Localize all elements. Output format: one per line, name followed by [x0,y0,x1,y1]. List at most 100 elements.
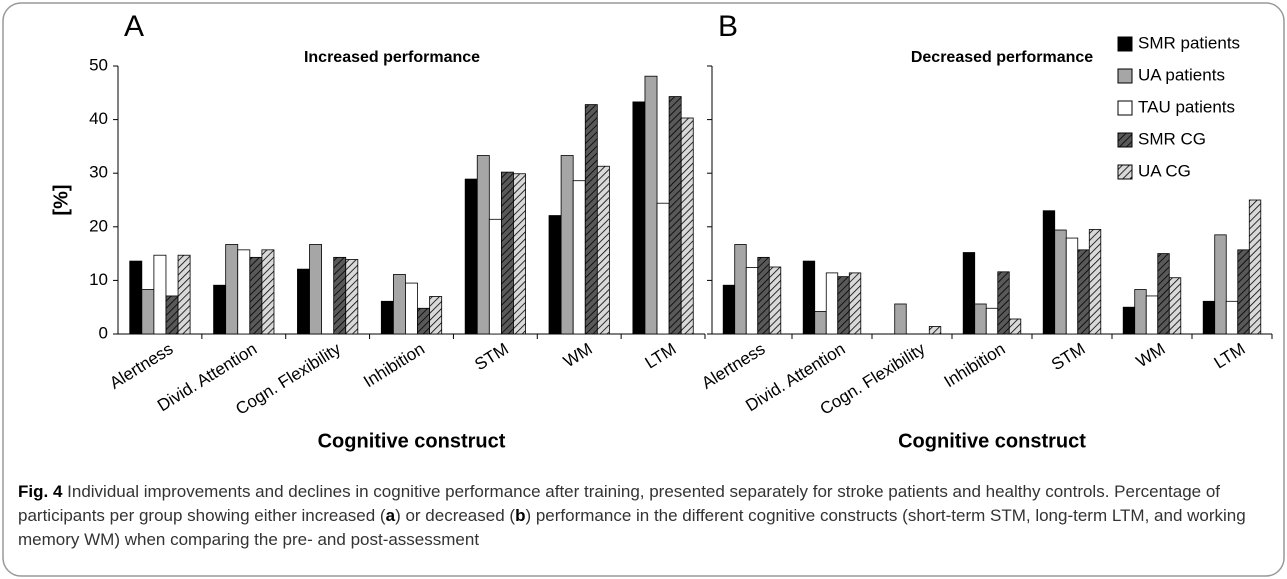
bar [848,272,862,335]
y-axis-label: [%] [50,184,72,215]
bar [1237,249,1250,335]
bar [680,117,694,335]
x-tick-label: Alertness [698,339,768,393]
caption-text: b [515,506,526,525]
bar [129,260,143,335]
legend-swatch [1117,68,1133,84]
bar [380,300,394,335]
x-tick-label: STM [471,339,512,374]
bar [1065,237,1079,335]
x-axis-label: Cognitive construct [898,430,1086,452]
bar [1077,249,1090,335]
bar [333,256,347,335]
y-tick-label: 30 [89,163,108,182]
legend-label: SMR patients [1138,33,1240,52]
bar [837,276,850,335]
x-tick-label: LTM [642,339,680,372]
legend-label: SMR CG [1138,129,1206,148]
chart-title: Increased performance [304,49,480,66]
bar [757,256,770,335]
bar [825,272,839,335]
bar [745,267,759,335]
bar [1088,229,1102,335]
bar [297,268,310,335]
caption-text: Individual improvements and declines in … [18,482,1221,525]
bar [1157,253,1170,335]
bar [1214,234,1227,335]
caption-label: Fig. 4 [18,482,63,501]
bar [997,271,1010,335]
y-tick-label: 40 [89,109,108,128]
bar [974,303,987,335]
bar [1134,289,1147,335]
bar [985,307,999,335]
bar [476,155,490,335]
x-tick-label: WM [1133,339,1169,371]
bar [213,284,227,335]
bar [1042,210,1056,335]
bar [1225,300,1239,335]
x-tick-label: Inhibition [360,339,428,391]
bar [814,311,827,335]
legend-label: UA CG [1138,161,1191,180]
bar [668,96,682,335]
bar [177,254,191,335]
bar [417,307,431,335]
bar [309,244,323,335]
bar [1168,277,1182,335]
bar [656,202,670,335]
bar [261,249,275,335]
caption-text: ) or decreased ( [395,506,516,525]
bar [249,256,263,335]
bar [500,171,514,335]
bar [722,284,736,335]
x-tick-label: Inhibition [941,339,1009,391]
caption-text: a [385,506,396,525]
legend-label: UA patients [1138,65,1225,84]
bar [141,289,155,335]
panel-label: B [718,10,738,43]
legend-label: TAU patients [1138,97,1235,116]
bar [928,326,942,335]
bar [392,274,406,335]
y-tick-label: 50 [89,55,108,74]
bar [165,295,179,335]
chart-title: Decreased performance [911,49,1093,66]
bar [560,155,574,335]
legend-swatch [1117,100,1133,116]
x-tick-label: STM [1048,339,1089,374]
bar [734,244,747,335]
bar [962,252,976,335]
bar [464,178,478,335]
bar [548,215,562,335]
bar [345,259,359,335]
bar [1145,295,1159,335]
bar [1008,318,1022,335]
caption-text: ) performance in the different cognitive… [18,506,1246,549]
x-tick-label: Alertness [106,339,176,393]
caption: Fig. 4 Individual improvements and decli… [18,480,1268,552]
bar [1202,300,1216,335]
bar [513,173,526,335]
legend-swatch [1117,164,1133,180]
bar [153,254,167,335]
x-axis-label: Cognitive construct [318,430,506,452]
legend-swatch [1117,36,1133,52]
y-tick-label: 0 [99,323,108,342]
bar [237,249,251,335]
bar [596,165,610,335]
bar [1122,306,1136,335]
bar [768,266,782,335]
y-tick-label: 10 [89,270,108,289]
bar [584,104,598,335]
bar [894,303,907,335]
bar [225,244,239,335]
bar [488,218,502,335]
bar [572,180,586,335]
y-tick-label: 20 [89,216,108,235]
x-tick-label: WM [560,339,596,371]
legend-swatch [1117,132,1133,148]
